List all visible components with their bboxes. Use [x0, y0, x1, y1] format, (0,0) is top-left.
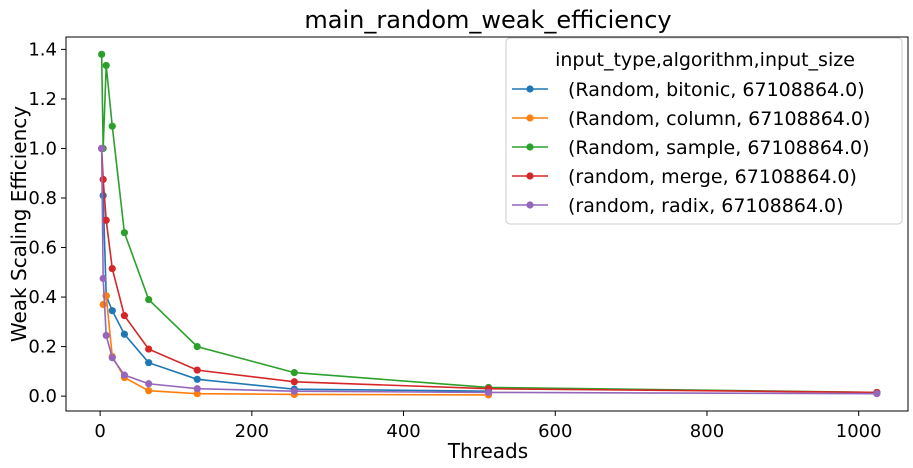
y-axis-label: Weak Scaling Efficiency — [7, 106, 31, 342]
data-point — [120, 229, 129, 237]
data-point — [108, 354, 116, 362]
data-point — [873, 390, 881, 398]
series-line — [100, 54, 877, 394]
x-tick-label: 800 — [690, 421, 724, 442]
legend-item: (random, merge, 67108864.0) — [512, 166, 857, 188]
y-tick-label: 1.4 — [28, 39, 57, 60]
data-point — [145, 295, 153, 304]
data-point — [145, 387, 153, 395]
legend-label: (Random, column, 67108864.0) — [568, 108, 870, 130]
y-tick-label: 0.0 — [28, 386, 57, 407]
y-tick-label: 0.6 — [28, 238, 57, 259]
data-point — [108, 122, 116, 130]
data-point — [193, 375, 201, 383]
data-point — [290, 378, 298, 386]
x-tick-label: 200 — [235, 421, 269, 442]
data-point — [99, 191, 107, 200]
legend-label: (Random, bitonic, 67108864.0) — [568, 79, 865, 101]
data-point — [193, 366, 201, 374]
data-point — [484, 388, 493, 397]
data-point — [193, 390, 201, 398]
data-point — [99, 175, 107, 184]
legend: input_type,algorithm,input_size (Random, … — [505, 37, 903, 225]
legend-item: (Random, sample, 67108864.0) — [512, 137, 870, 159]
series-line — [100, 148, 489, 392]
data-point — [193, 343, 201, 351]
y-tick-label: 0.2 — [28, 337, 57, 358]
data-point — [145, 345, 153, 353]
series-4 — [98, 144, 881, 398]
legend-title: input_type,algorithm,input_size — [555, 49, 855, 71]
data-point — [108, 307, 116, 315]
y-tick-label: 0.4 — [28, 287, 57, 308]
series-0 — [98, 144, 493, 395]
legend-marker — [526, 201, 534, 209]
y-tick-label: 1.2 — [28, 89, 57, 110]
x-tick-label: 400 — [386, 421, 420, 442]
legend-marker — [526, 143, 534, 151]
legend-item: (Random, bitonic, 67108864.0) — [512, 79, 865, 101]
data-point — [145, 359, 153, 367]
legend-marker — [526, 85, 534, 93]
series-line — [100, 148, 877, 394]
data-point — [102, 61, 110, 70]
x-axis-label: Threads — [447, 439, 528, 463]
plot-area: 0 200 400 600 800 1000 0.0 0.2 0.4 0.6 0.8 1.0 1.2 1.… — [28, 36, 909, 442]
legend-item: (random, radix, 67108864.0) — [512, 195, 844, 217]
data-point — [290, 369, 298, 377]
legend-box — [505, 37, 903, 225]
legend-label: (random, radix, 67108864.0) — [568, 195, 844, 217]
legend-item: (Random, column, 67108864.0) — [512, 108, 870, 130]
x-tick-label: 1000 — [836, 421, 882, 442]
data-point — [120, 371, 129, 379]
data-point — [120, 312, 129, 320]
plot-frame — [65, 36, 909, 412]
data-point — [99, 274, 107, 283]
data-point — [290, 387, 298, 395]
data-point — [98, 50, 106, 58]
data-point — [193, 385, 201, 393]
legend-label: (Random, sample, 67108864.0) — [568, 137, 870, 159]
x-tick-label: 600 — [538, 421, 572, 442]
legend-label: (random, merge, 67108864.0) — [568, 166, 857, 188]
data-point — [145, 380, 153, 388]
x-tick-label: 0 — [94, 421, 105, 442]
legend-marker — [526, 172, 534, 180]
legend-marker — [526, 114, 534, 122]
y-tick-label: 1.0 — [28, 138, 57, 159]
data-point — [120, 330, 129, 338]
data-point — [98, 144, 106, 153]
data-point — [102, 331, 110, 340]
series-line — [102, 295, 489, 396]
y-tick-label: 0.8 — [28, 188, 57, 209]
data-point — [108, 264, 116, 273]
chart-title: main_random_weak_efficiency — [304, 6, 671, 34]
data-point — [99, 300, 107, 309]
data-point — [102, 216, 110, 224]
series-line — [100, 148, 877, 395]
